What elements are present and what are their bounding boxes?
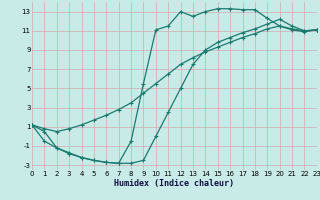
X-axis label: Humidex (Indice chaleur): Humidex (Indice chaleur) [115,179,234,188]
